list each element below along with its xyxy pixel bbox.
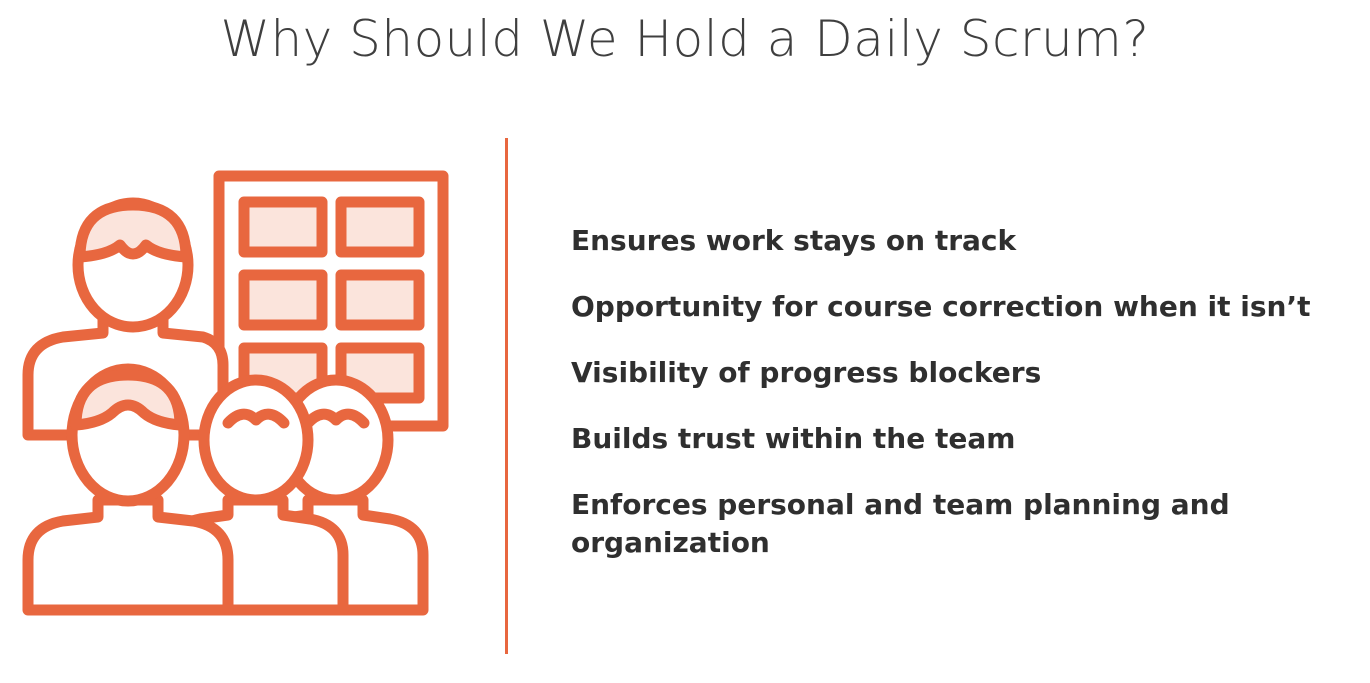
bullet-item: Builds trust within the team bbox=[571, 422, 1016, 455]
team-board-svg bbox=[22, 170, 449, 616]
slide-title: Why Should We Hold a Daily Scrum? bbox=[220, 10, 1150, 68]
board-cell bbox=[335, 269, 425, 331]
team-board-icon bbox=[18, 165, 458, 625]
bullet-item: Enforces personal and team planning and … bbox=[571, 488, 1230, 559]
vertical-divider bbox=[505, 138, 508, 654]
person-front bbox=[22, 363, 234, 616]
bullet-item: Opportunity for course correction when i… bbox=[571, 290, 1311, 323]
board-cell bbox=[335, 196, 425, 258]
board-cell bbox=[238, 196, 328, 258]
bullet-list: Ensures work stays on track Opportunity … bbox=[571, 222, 1361, 590]
board-cell bbox=[238, 269, 328, 331]
bullet-item: Visibility of progress blockers bbox=[571, 356, 1042, 389]
bullet-item: Ensures work stays on track bbox=[571, 224, 1017, 257]
